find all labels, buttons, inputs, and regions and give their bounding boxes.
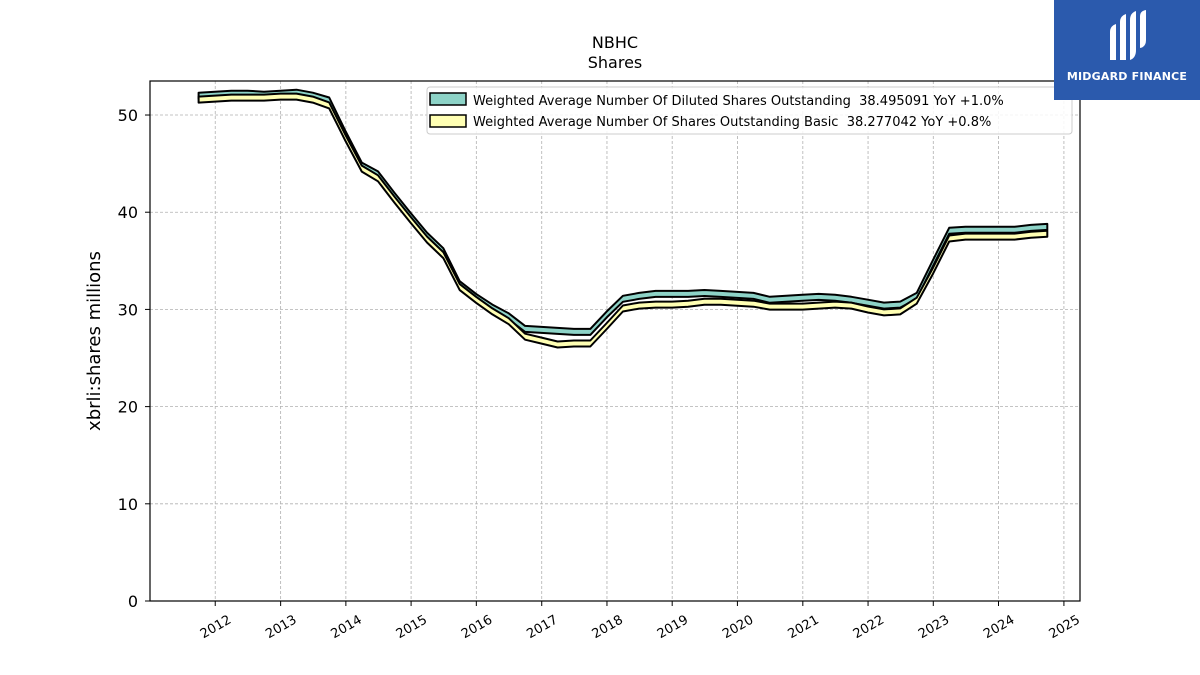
- logo-text: MIDGARD FINANCE: [1066, 70, 1188, 83]
- x-tick-label: 2024: [981, 613, 1017, 643]
- x-tick-label: 2023: [916, 613, 952, 643]
- x-tick-label: 2014: [329, 613, 365, 643]
- brand-logo: MIDGARD FINANCE: [1054, 0, 1200, 100]
- legend-swatch-diluted: [429, 92, 467, 106]
- x-tick-label: 2021: [785, 613, 821, 643]
- y-tick-label: 20: [118, 398, 138, 417]
- series-area-1: [197, 92, 1049, 349]
- y-tick-label: 40: [118, 203, 138, 222]
- legend-label-basic: Weighted Average Number Of Shares Outsta…: [473, 115, 991, 130]
- x-tick-label: 2019: [655, 613, 691, 643]
- x-tick-label: 2020: [720, 613, 756, 643]
- y-axis-label: xbrli:shares millions: [84, 251, 105, 431]
- x-tick-label: 2013: [263, 613, 299, 643]
- logo-icon: [1110, 10, 1146, 60]
- legend-box: [426, 86, 1073, 135]
- x-tick-label: 2017: [524, 613, 560, 643]
- y-tick-label: 50: [118, 106, 138, 125]
- grid: [150, 81, 1080, 601]
- legend-swatch-basic: [429, 114, 467, 128]
- legend-label-diluted: Weighted Average Number Of Diluted Share…: [473, 94, 1004, 109]
- chart-subtitle: Shares: [588, 53, 643, 72]
- y-axis: 0 10 20 30 40 50: [118, 106, 150, 611]
- x-tick-label: 2025: [1047, 613, 1083, 643]
- x-tick-label: 2015: [394, 613, 430, 643]
- x-tick-label: 2016: [459, 613, 495, 643]
- chart-title: NBHC: [592, 33, 638, 52]
- series-areas: [197, 88, 1049, 349]
- y-tick-label: 10: [118, 495, 138, 514]
- plot-frame: [149, 80, 1081, 602]
- x-axis: 2012 2013 2014 2015 2016 2017 2018 2019 2020 2021…: [198, 601, 1083, 642]
- x-tick-label: 2012: [198, 613, 234, 643]
- legend: Weighted Average Number Of Diluted Share…: [426, 86, 1073, 135]
- y-tick-label: 0: [128, 592, 138, 611]
- y-tick-label: 30: [118, 300, 138, 319]
- x-tick-label: 2018: [590, 613, 626, 643]
- x-tick-label: 2022: [851, 613, 887, 643]
